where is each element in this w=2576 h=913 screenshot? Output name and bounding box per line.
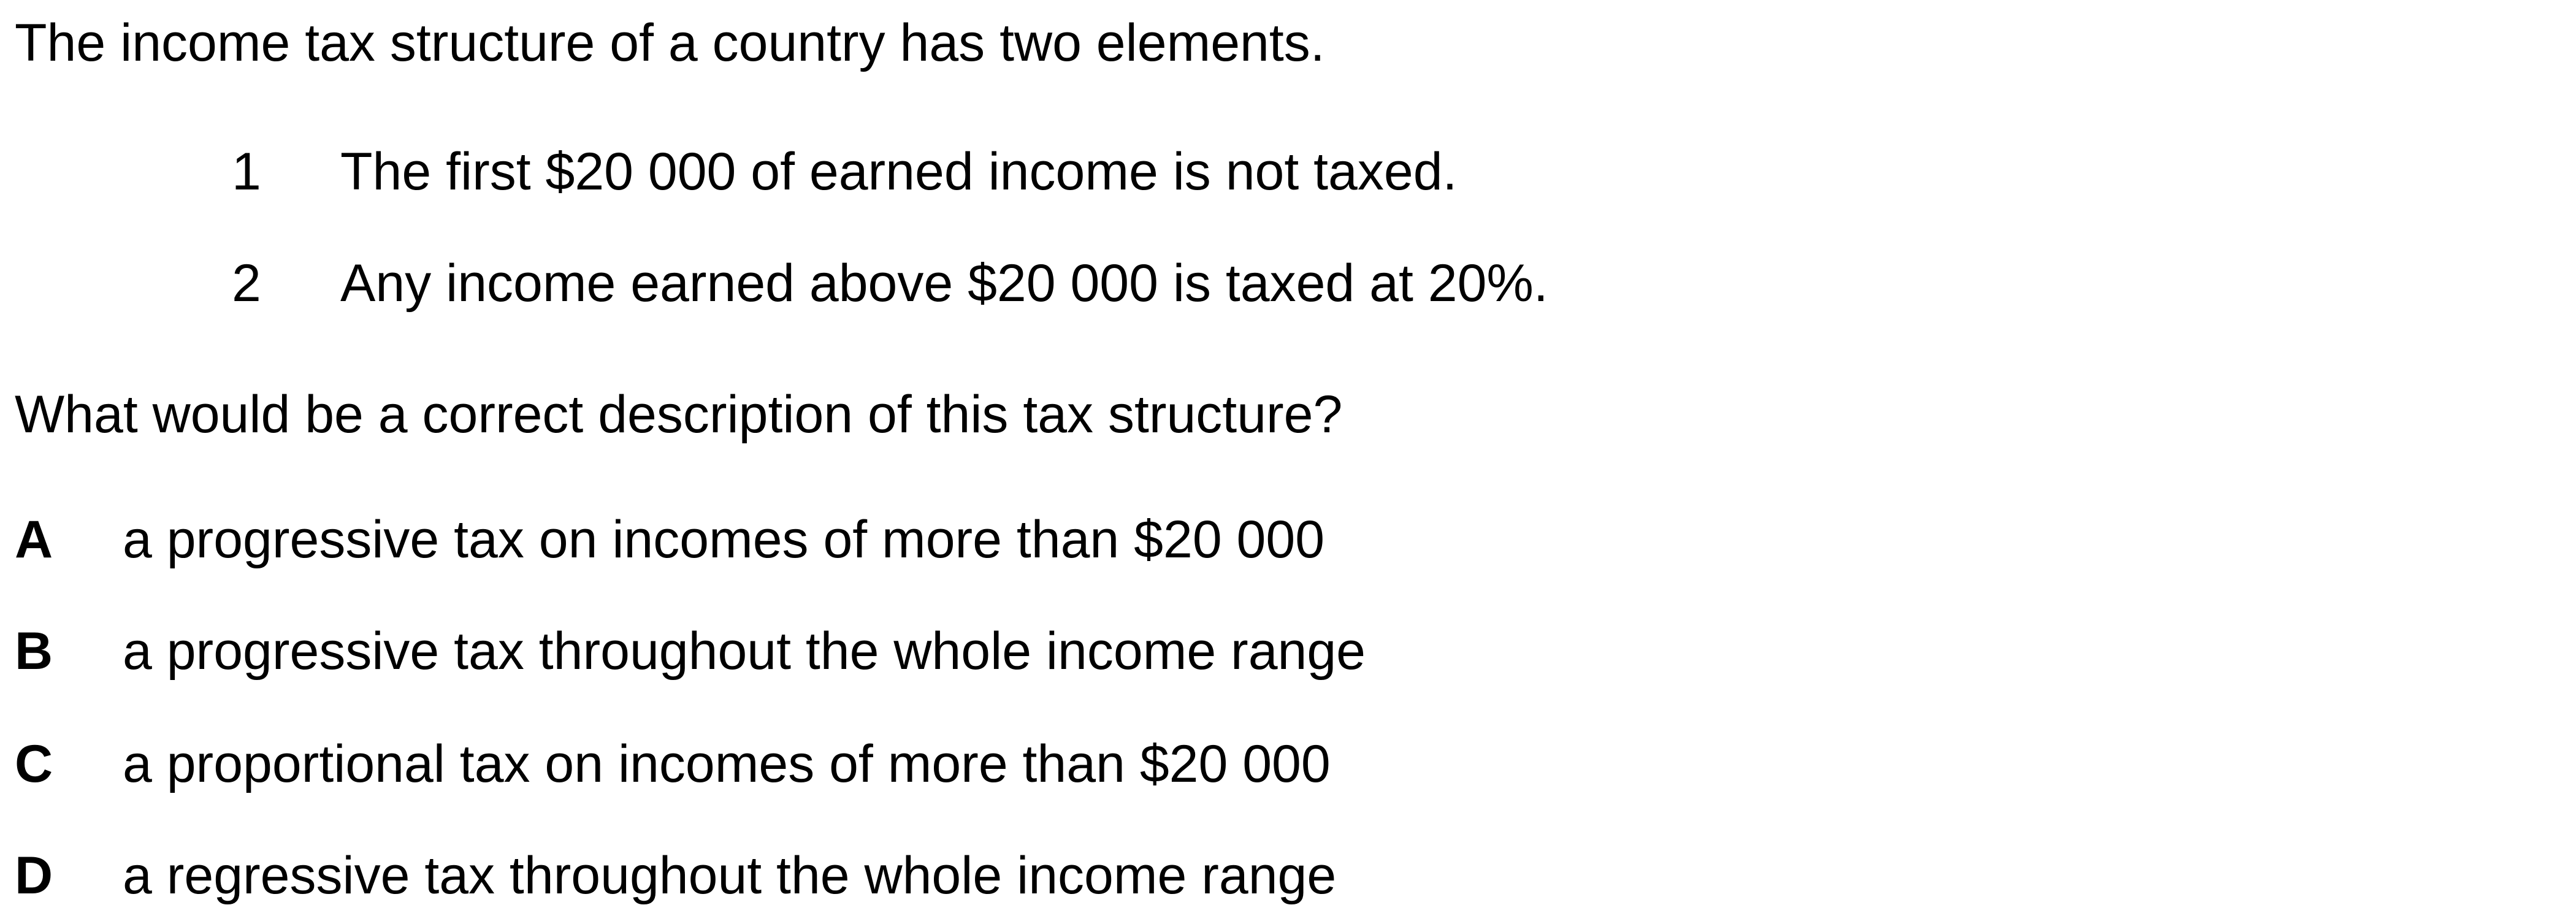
option-letter: B [15,622,53,681]
element-number: 1 [232,142,261,201]
option-text: a progressive tax throughout the whole i… [123,622,1366,681]
option-text: a progressive tax on incomes of more tha… [123,510,1325,569]
option-text: a regressive tax throughout the whole in… [123,846,1337,905]
element-number: 2 [232,254,261,313]
option-letter: A [15,510,53,569]
question-prompt: What would be a correct description of t… [15,385,1343,444]
element-text: The first $20 000 of earned income is no… [340,142,1458,201]
option-text: a proportional tax on incomes of more th… [123,735,1331,793]
option-letter: C [15,735,53,793]
element-text: Any income earned above $20 000 is taxed… [340,254,1548,313]
question-intro: The income tax structure of a country ha… [15,13,1325,72]
option-letter: D [15,846,53,905]
